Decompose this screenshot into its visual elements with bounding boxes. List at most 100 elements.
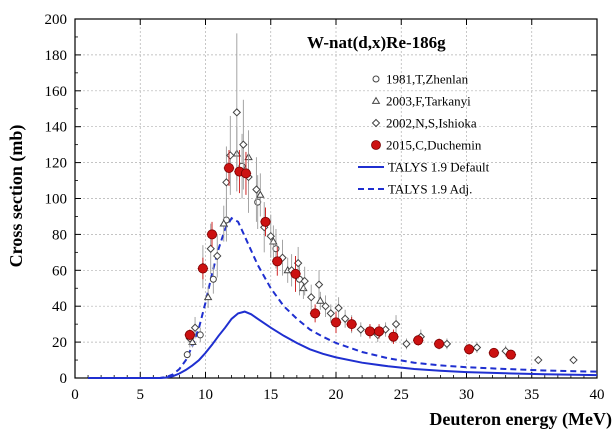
marker xyxy=(213,251,222,261)
y-tick-label: 100 xyxy=(45,192,68,208)
data-point-filled-circle xyxy=(488,347,500,358)
marker xyxy=(505,349,516,360)
data-point-open-diamond xyxy=(222,146,231,219)
data-point-open-diamond xyxy=(314,270,324,300)
marker xyxy=(569,355,578,365)
data-points xyxy=(183,33,578,365)
legend-entry-zhenlan: 1981,T,Zhenlan xyxy=(372,72,469,87)
data-point-filled-circle xyxy=(433,338,445,350)
data-point-open-diamond xyxy=(569,355,578,365)
legend-label: 2003,F,Tarkanyi xyxy=(386,94,471,109)
y-tick-label: 80 xyxy=(52,227,67,243)
marker xyxy=(254,198,262,206)
data-point-filled-circle xyxy=(184,329,196,341)
data-point-open-circle xyxy=(196,327,204,343)
marker xyxy=(269,237,278,245)
data-point-filled-circle xyxy=(388,329,399,344)
data-point-open-diamond xyxy=(300,266,309,296)
data-point-filled-circle xyxy=(346,316,357,332)
legend-marker-filled-circle xyxy=(371,140,381,150)
marker xyxy=(190,323,200,332)
legend-label: TALYS 1.9 Adj. xyxy=(388,182,472,197)
data-point-filled-circle xyxy=(463,343,475,355)
marker xyxy=(260,216,271,227)
y-tick-label: 40 xyxy=(52,299,67,315)
data-point-open-diamond xyxy=(402,338,411,350)
y-tick-label: 20 xyxy=(52,335,67,351)
y-tick-label: 140 xyxy=(45,120,68,136)
legend-label: 2015,C,Duchemin xyxy=(386,138,482,153)
data-point-filled-circle xyxy=(206,221,218,247)
marker xyxy=(413,335,424,346)
chart-title: W-nat(d,x)Re-186g xyxy=(307,33,446,52)
data-point-open-diamond xyxy=(391,315,401,334)
y-tick-label: 0 xyxy=(60,371,68,387)
legend: 1981,T,Zhenlan 2003,F,Tarkanyi 2002,N,S,… xyxy=(358,72,490,197)
data-point-open-diamond xyxy=(321,295,330,317)
legend-label: 2002,N,S,Ishioka xyxy=(386,116,477,131)
data-point-filled-circle xyxy=(223,150,235,186)
data-point-filled-circle xyxy=(272,246,283,276)
data-point-open-diamond xyxy=(442,338,452,350)
marker xyxy=(364,326,375,337)
marker xyxy=(314,280,324,289)
y-tick-label: 200 xyxy=(45,12,68,28)
x-tick-label: 30 xyxy=(459,387,474,403)
data-point-filled-circle xyxy=(260,207,271,237)
data-point-open-diamond xyxy=(472,342,482,353)
data-point-open-diamond xyxy=(356,322,366,337)
legend-label: TALYS 1.9 Default xyxy=(388,160,490,175)
data-point-open-triangle xyxy=(219,205,229,242)
marker xyxy=(206,244,215,253)
marker xyxy=(183,351,191,359)
data-point-open-diamond xyxy=(340,309,350,328)
marker xyxy=(209,275,217,283)
data-point-filled-circle xyxy=(197,257,209,280)
legend-entry-duchemin: 2015,C,Duchemin xyxy=(371,138,482,153)
legend-entry-talys-adj: TALYS 1.9 Adj. xyxy=(358,182,472,197)
marker xyxy=(290,268,301,279)
marker xyxy=(464,344,475,355)
marker xyxy=(356,325,366,334)
marker xyxy=(239,140,248,149)
marker xyxy=(306,293,316,302)
marker xyxy=(197,263,208,274)
y-tick-label: 60 xyxy=(52,263,67,279)
marker xyxy=(196,331,204,339)
marker xyxy=(488,347,499,358)
ticks: 0 5 10 15 20 25 30 35 40 0 20 40 60 80 100 120 140 160 180… xyxy=(45,12,605,403)
marker xyxy=(374,326,385,337)
talys-curves xyxy=(88,216,598,379)
data-point-open-triangle xyxy=(256,173,265,217)
data-point-filled-circle xyxy=(412,334,424,346)
legend-entry-ishioka: 2002,N,S,Ishioka xyxy=(371,116,477,131)
marker xyxy=(402,339,411,349)
data-point-open-diamond xyxy=(326,304,335,323)
marker xyxy=(266,231,275,241)
x-tick-label: 35 xyxy=(524,387,539,403)
marker xyxy=(223,162,234,173)
x-axis-label: Deuteron energy (MeV) xyxy=(429,409,612,430)
marker xyxy=(346,319,357,330)
marker xyxy=(219,219,229,227)
marker xyxy=(256,190,265,198)
marker xyxy=(232,108,242,117)
x-tick-label: 10 xyxy=(198,387,213,403)
y-tick-label: 180 xyxy=(45,48,68,64)
legend-marker-open-diamond xyxy=(371,118,381,128)
legend-marker-open-triangle xyxy=(371,96,381,104)
data-point-filled-circle xyxy=(240,151,252,195)
marker xyxy=(388,331,399,342)
marker xyxy=(321,301,330,311)
marker xyxy=(316,296,325,304)
legend-label: 1981,T,Zhenlan xyxy=(386,72,469,87)
marker xyxy=(252,185,261,194)
marker xyxy=(207,229,218,240)
x-tick-label: 25 xyxy=(394,387,409,403)
legend-entry-tarkanyi: 2003,F,Tarkanyi xyxy=(371,94,471,109)
marker xyxy=(391,319,401,329)
marker xyxy=(330,317,341,328)
legend-entry-talys-default: TALYS 1.9 Default xyxy=(358,160,490,175)
data-point-open-diamond xyxy=(252,157,261,222)
